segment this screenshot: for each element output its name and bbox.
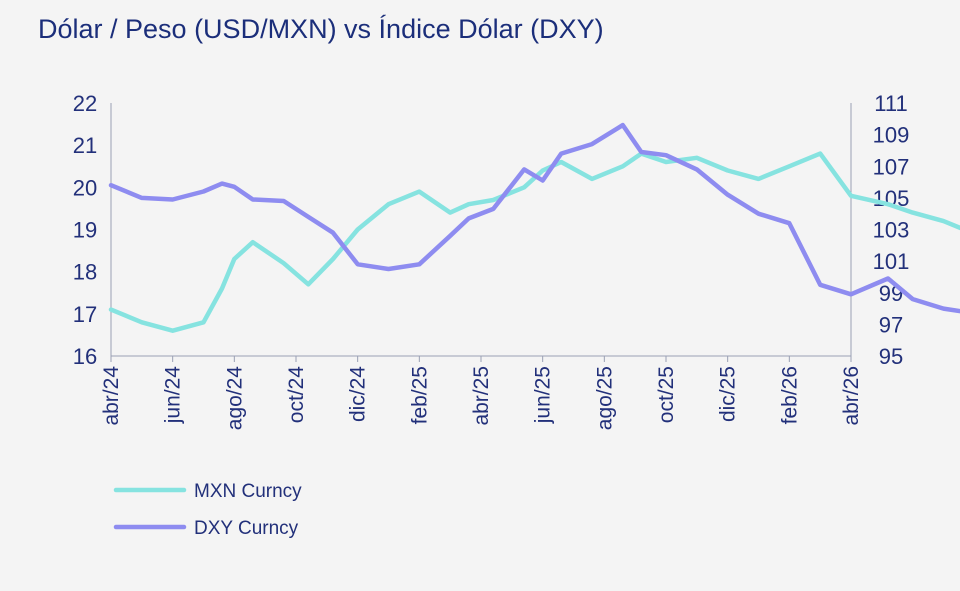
x-tick-label: jun/24 <box>162 366 185 425</box>
right-tick-label: 99 <box>879 281 903 306</box>
left-tick-label: 17 <box>73 302 97 327</box>
right-tick-label: 95 <box>879 344 903 369</box>
left-tick-label: 19 <box>73 218 97 243</box>
x-tick-label: abr/25 <box>470 366 493 426</box>
x-tick-label: abr/24 <box>100 366 123 426</box>
x-tick-label: oct/24 <box>285 366 308 424</box>
left-tick-label: 18 <box>73 260 97 285</box>
axes: 16171819202122959799101103105107109111ab… <box>73 91 910 430</box>
x-tick-label: abr/26 <box>840 366 863 426</box>
right-tick-label: 97 <box>879 312 903 337</box>
x-tick-label: dic/24 <box>347 366 370 422</box>
legend-label: DXY Curncy <box>194 518 299 539</box>
right-tick-label: 107 <box>873 154 910 179</box>
right-tick-label: 103 <box>873 218 910 243</box>
x-tick-label: ago/25 <box>593 366 616 430</box>
x-tick-label: oct/25 <box>655 366 678 423</box>
right-tick-label: 101 <box>873 249 910 274</box>
right-tick-label: 109 <box>873 123 910 148</box>
legend: MXN Curncy DXY Curncy <box>113 481 302 539</box>
chart-title: Dólar / Peso (USD/MXN) vs Índice Dólar (… <box>38 14 604 44</box>
x-tick-label: feb/26 <box>778 366 801 424</box>
x-tick-label: feb/25 <box>408 366 431 424</box>
left-tick-label: 21 <box>73 133 97 158</box>
x-tick-label: ago/24 <box>223 366 246 431</box>
dxy-series-line <box>108 122 960 314</box>
legend-label: MXN Curncy <box>194 481 302 502</box>
left-tick-label: 20 <box>73 175 97 200</box>
right-tick-label: 111 <box>874 91 907 116</box>
left-tick-label: 16 <box>73 344 97 369</box>
x-tick-label: dic/25 <box>717 366 740 422</box>
series-layer <box>108 122 960 333</box>
mxn-series-line <box>108 151 960 333</box>
x-tick-label: jun/25 <box>532 366 555 424</box>
left-tick-label: 22 <box>73 91 97 116</box>
